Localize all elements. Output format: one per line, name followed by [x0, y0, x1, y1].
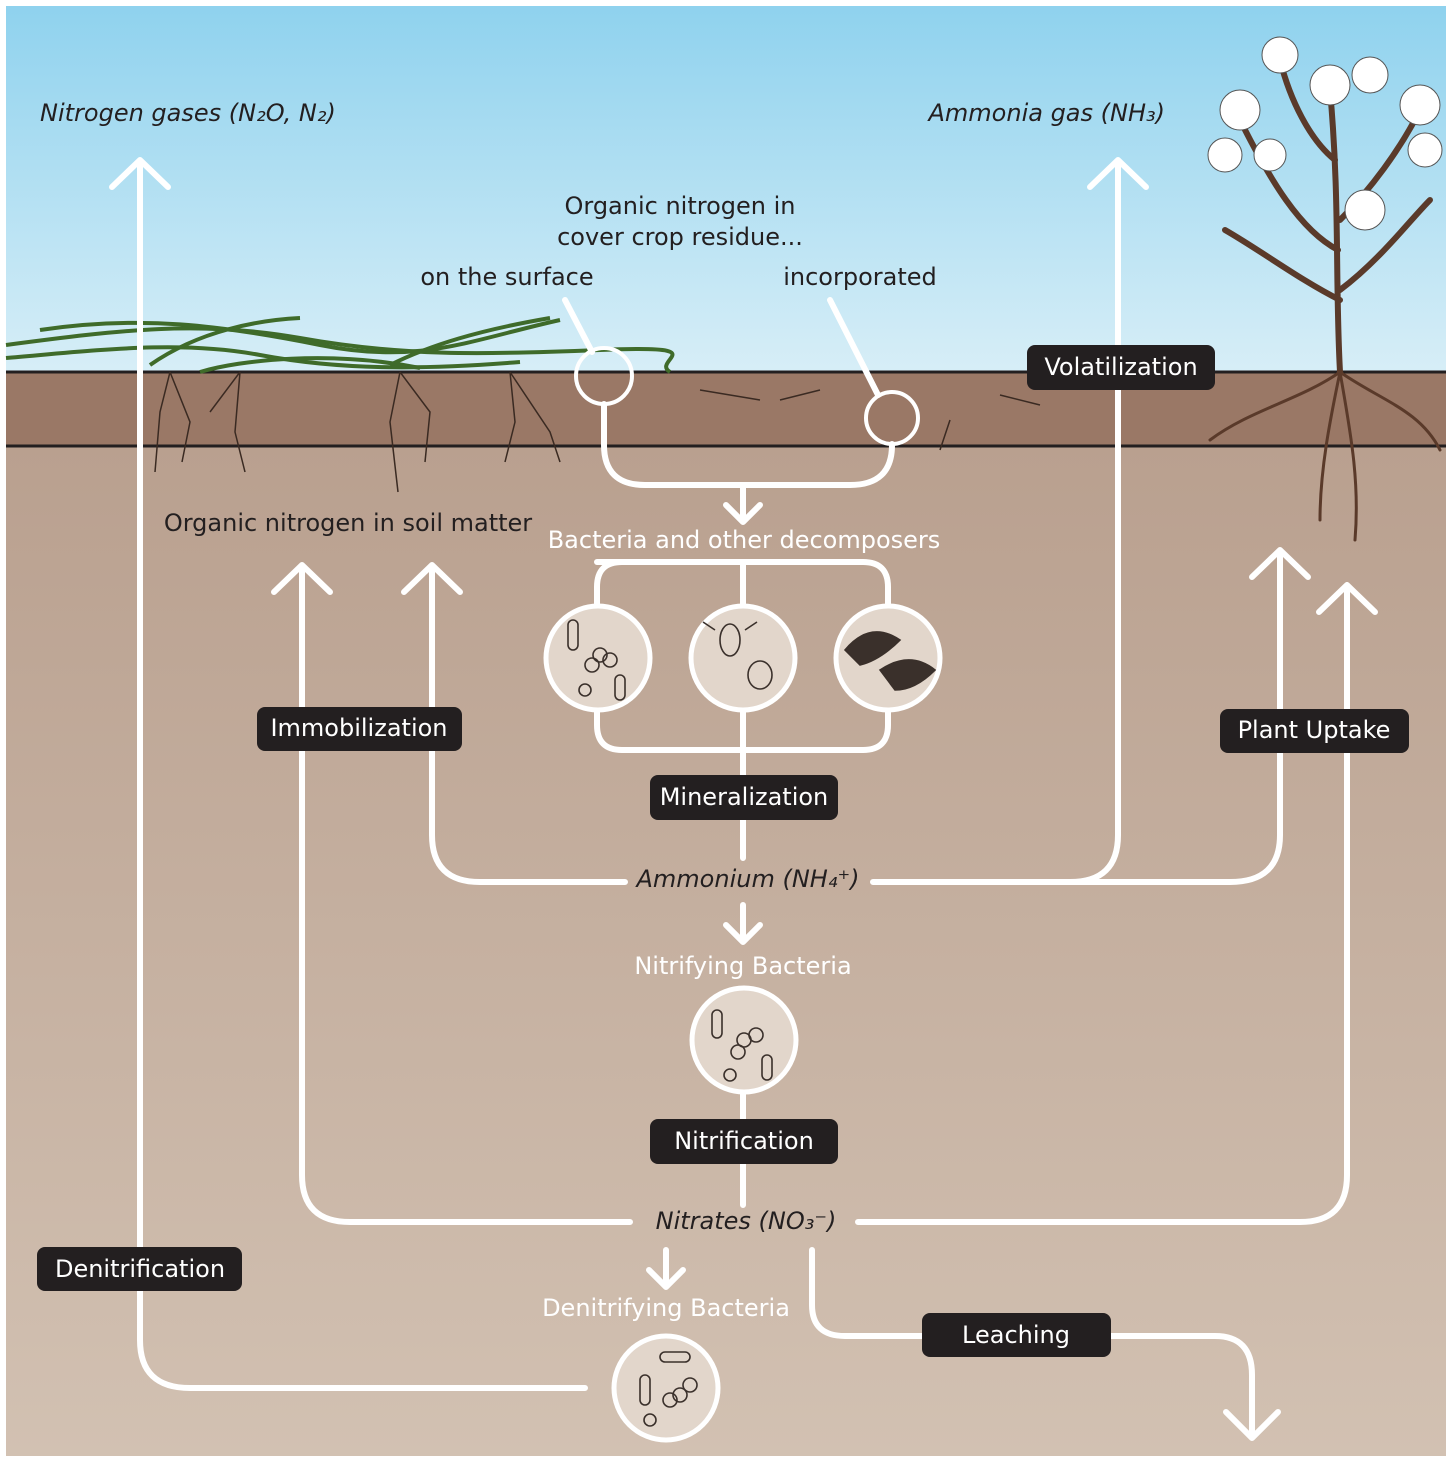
residue-type: incorporated	[783, 263, 937, 291]
process-label: Volatilization	[1044, 353, 1197, 381]
organism-label: Nitrifying Bacteria	[634, 952, 851, 980]
pool-label: Nitrates (NO₃⁻)	[656, 1207, 837, 1235]
organism-label: Bacteria and other decomposers	[548, 526, 941, 554]
residue-type: on the surface	[420, 263, 593, 291]
process-label: Leaching	[962, 1321, 1070, 1349]
process-label: Denitrification	[55, 1255, 225, 1283]
gas-label: Ammonia gas (NH₃)	[927, 99, 1166, 127]
process-label: Mineralization	[660, 783, 829, 811]
pool-label: Organic nitrogen in soil matter	[164, 509, 532, 537]
organism-label: Denitrifying Bacteria	[542, 1294, 790, 1322]
process-label: Plant Uptake	[1238, 716, 1391, 744]
residue-title: cover crop residue...	[557, 223, 803, 251]
process-label: Immobilization	[270, 714, 447, 742]
pool-label: Ammonium (NH₄⁺)	[635, 865, 860, 893]
topsoil	[6, 372, 1446, 446]
process-label: Nitrification	[674, 1127, 814, 1155]
nitrogen-cycle-diagram: Nitrogen gases (N₂O, N₂) Ammonia gas (NH…	[0, 0, 1452, 1462]
sky	[6, 6, 1446, 372]
gas-label: Nitrogen gases (N₂O, N₂)	[40, 99, 336, 127]
residue-title: Organic nitrogen in	[564, 192, 795, 220]
